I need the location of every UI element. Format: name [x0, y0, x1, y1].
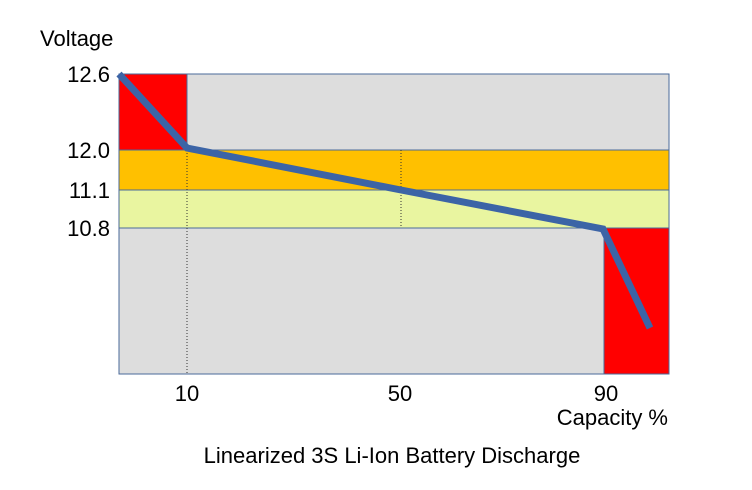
x-tick-label: 90	[594, 381, 618, 406]
x-axis-label: Capacity %	[557, 405, 668, 430]
discharge-curve-line	[116, 71, 654, 330]
x-tick-label: 10	[175, 381, 199, 406]
x-tick-label: 50	[388, 381, 412, 406]
upper-voltage-band	[118, 149, 670, 191]
y-tick-label: 10.8	[67, 216, 110, 241]
y-tick-label: 12.0	[67, 138, 110, 163]
y-tick-label: 12.6	[67, 62, 110, 87]
y-axis-label: Voltage	[40, 26, 113, 51]
y-tick-label: 11.1	[69, 178, 110, 203]
chart-title: Linearized 3S Li-Ion Battery Discharge	[204, 443, 581, 468]
